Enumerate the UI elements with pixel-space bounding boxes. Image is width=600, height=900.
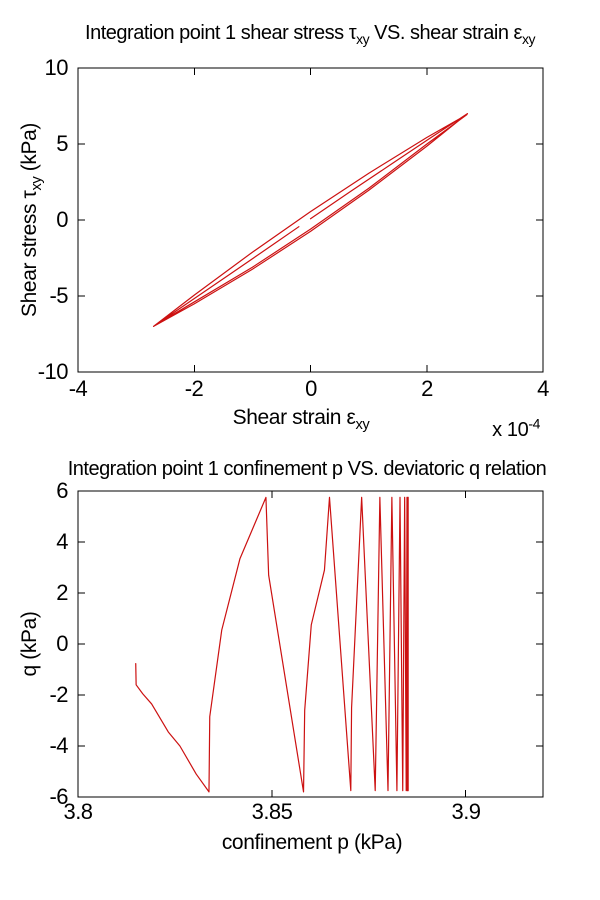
epsilon-subscript: xy	[355, 417, 370, 434]
y-tick-label: 6	[56, 478, 68, 503]
y-tick-label: 0	[56, 631, 68, 656]
y-tick-label: -5	[49, 283, 68, 308]
epsilon-subscript: xy	[521, 31, 536, 47]
x-tick-label: 3.9	[451, 799, 481, 824]
tau-subscript: xy	[356, 31, 370, 47]
shear-stress-strain-plot	[77, 67, 544, 373]
top-title-text: Integration point 1 shear stress	[85, 22, 349, 44]
y-tick-label: 2	[56, 580, 68, 605]
tau-symbol: τ	[348, 22, 357, 44]
top-title-text-mid: VS. shear strain	[369, 22, 514, 44]
x-tick-label: 0	[305, 376, 317, 401]
axes-box	[77, 67, 544, 373]
xlabel-text: Shear strain	[232, 406, 347, 429]
offset-exponent: -4	[528, 415, 540, 432]
epsilon-symbol: ε	[346, 406, 356, 429]
x-tick-label: 2	[421, 376, 433, 401]
x-tick-label: -2	[184, 376, 204, 401]
y-tick-label: -10	[37, 359, 69, 384]
x-tick-label: 3.8	[63, 799, 93, 824]
y-tick-label: 5	[56, 131, 68, 156]
y-tick-label: 4	[56, 529, 68, 554]
x-tick-label: 3.85	[251, 799, 293, 824]
x-tick-label: -4	[68, 376, 88, 401]
top-plot-title: Integration point 1 shear stress τxy VS.…	[85, 22, 536, 47]
bottom-plot-title: Integration point 1 confinement p VS. de…	[67, 458, 547, 480]
y-tick-label: 0	[56, 207, 68, 232]
top-plot-xlabel: Shear strain εxy	[232, 406, 370, 434]
epsilon-symbol: ε	[513, 22, 523, 44]
data-curve	[135, 496, 409, 793]
tau-symbol: τ	[18, 190, 41, 199]
bottom-plot-xlabel: confinement p (kPa)	[221, 831, 403, 854]
offset-base: x 10	[492, 419, 529, 441]
y-tick-label: 10	[44, 55, 69, 80]
data-curve	[152, 112, 469, 327]
y-tick-label: -6	[49, 784, 68, 809]
pq-relation-plot	[77, 490, 544, 798]
axis-exponent-multiplier: x 10-4	[492, 416, 540, 442]
tau-subscript: xy	[29, 176, 46, 191]
y-tick-label: -2	[49, 682, 68, 707]
axes-box	[77, 490, 544, 798]
x-tick-label: 4	[537, 376, 549, 401]
y-tick-label: -4	[49, 733, 68, 758]
